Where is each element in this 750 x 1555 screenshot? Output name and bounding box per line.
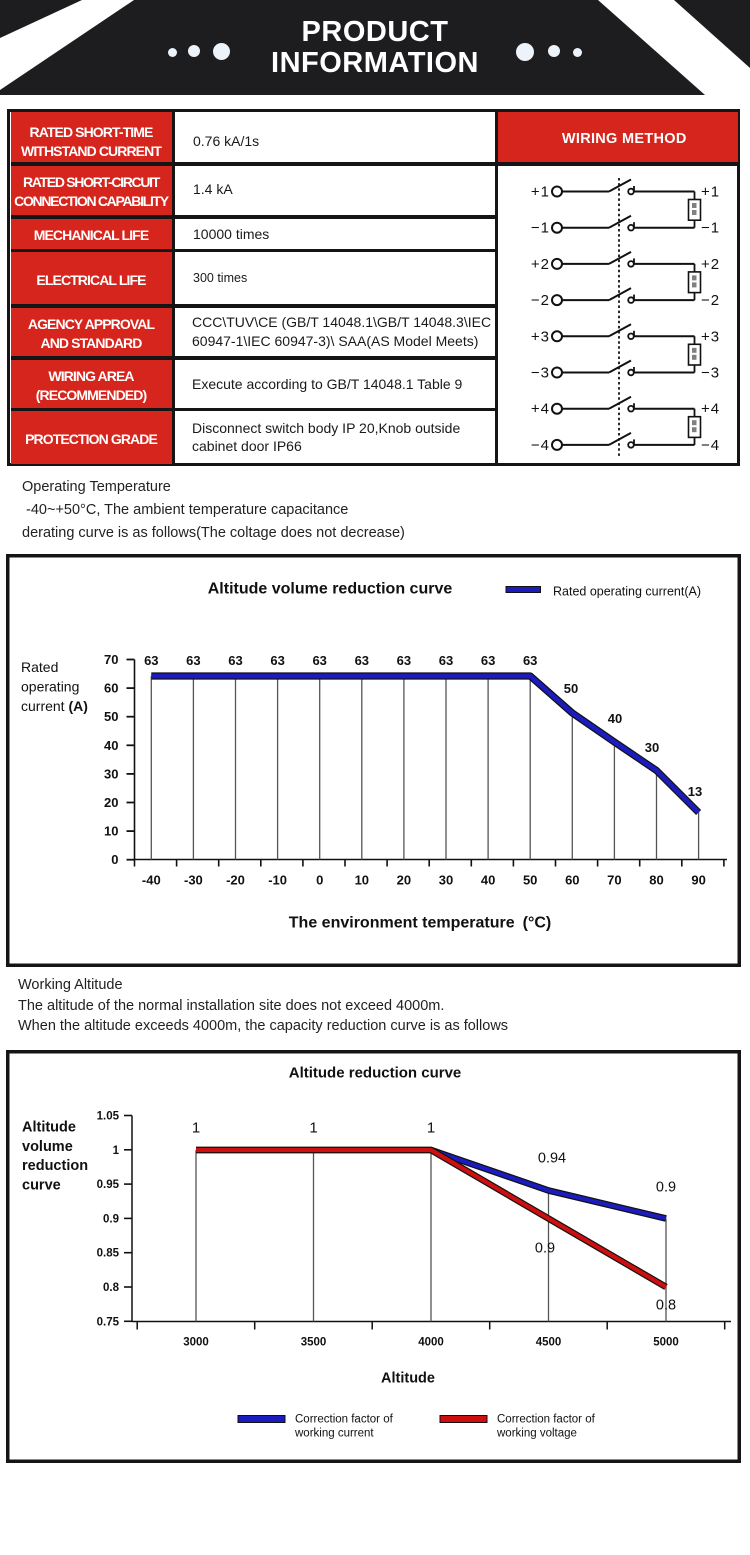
svg-text:−2: −2 [701, 292, 720, 309]
svg-text:The environment temperature (°: The environment temperature (°C) [289, 914, 551, 931]
svg-text:−4: −4 [701, 436, 720, 453]
svg-text:20: 20 [397, 872, 411, 887]
svg-text:50: 50 [523, 872, 537, 887]
svg-text:working voltage: working voltage [496, 1427, 577, 1439]
svg-text:−3: −3 [531, 364, 550, 381]
svg-text:90: 90 [691, 872, 705, 887]
svg-text:63: 63 [228, 653, 242, 668]
svg-text:volume: volume [22, 1138, 73, 1154]
svg-text:Altitude: Altitude [22, 1119, 76, 1135]
svg-text:−2: −2 [531, 292, 550, 309]
svg-text:10: 10 [104, 823, 118, 838]
svg-text:curve: curve [22, 1177, 61, 1193]
svg-text:reduction: reduction [22, 1158, 88, 1174]
svg-text:-10: -10 [268, 872, 287, 887]
svg-text:63: 63 [439, 653, 453, 668]
svg-text:+2: +2 [531, 255, 550, 272]
svg-text:Rated operating current(A): Rated operating current(A) [553, 584, 701, 598]
svg-text:40: 40 [481, 872, 495, 887]
svg-text:50: 50 [564, 681, 578, 696]
svg-text:0: 0 [316, 872, 323, 887]
svg-text:-20: -20 [226, 872, 245, 887]
svg-text:0.85: 0.85 [97, 1247, 120, 1259]
svg-text:Altitude reduction curve: Altitude reduction curve [289, 1064, 462, 1081]
svg-text:40: 40 [608, 711, 622, 726]
svg-text:60: 60 [104, 680, 118, 695]
svg-text:1: 1 [309, 1119, 317, 1136]
svg-text:63: 63 [355, 653, 369, 668]
svg-text:−3: −3 [701, 364, 720, 381]
svg-text:5000: 5000 [653, 1336, 679, 1348]
svg-text:4000: 4000 [418, 1336, 444, 1348]
svg-text:4500: 4500 [536, 1336, 562, 1348]
svg-text:+3: +3 [701, 328, 720, 345]
svg-text:1.05: 1.05 [97, 1110, 120, 1122]
svg-text:70: 70 [104, 652, 118, 667]
svg-text:63: 63 [270, 653, 284, 668]
svg-text:0.8: 0.8 [103, 1282, 120, 1294]
svg-text:working current: working current [294, 1427, 374, 1439]
svg-text:10: 10 [355, 872, 369, 887]
svg-text:80: 80 [649, 872, 663, 887]
svg-text:3500: 3500 [301, 1336, 327, 1348]
svg-text:Altitude volume reduction curv: Altitude volume reduction curve [208, 580, 453, 597]
svg-text:13: 13 [688, 784, 702, 799]
svg-text:63: 63 [397, 653, 411, 668]
svg-text:63: 63 [481, 653, 495, 668]
svg-text:operating: operating [21, 678, 79, 694]
svg-text:60: 60 [565, 872, 579, 887]
svg-text:1: 1 [192, 1119, 200, 1136]
svg-text:current (A): current (A) [21, 698, 88, 714]
svg-text:30: 30 [645, 740, 659, 755]
svg-text:Correction factor of: Correction factor of [497, 1413, 596, 1425]
svg-text:63: 63 [523, 653, 537, 668]
svg-text:+4: +4 [531, 400, 550, 417]
svg-text:30: 30 [104, 766, 118, 781]
svg-text:3000: 3000 [183, 1336, 209, 1348]
svg-text:+4: +4 [701, 400, 720, 417]
svg-text:−4: −4 [531, 436, 550, 453]
svg-text:0.94: 0.94 [538, 1150, 566, 1166]
svg-text:-40: -40 [142, 872, 161, 887]
svg-text:1: 1 [113, 1144, 120, 1156]
svg-text:-30: -30 [184, 872, 203, 887]
svg-text:70: 70 [607, 872, 621, 887]
svg-text:30: 30 [439, 872, 453, 887]
svg-text:40: 40 [104, 737, 118, 752]
svg-text:0: 0 [111, 852, 118, 867]
svg-text:+1: +1 [701, 183, 720, 200]
svg-text:0.9: 0.9 [656, 1179, 676, 1195]
svg-text:50: 50 [104, 709, 118, 724]
svg-text:+3: +3 [531, 328, 550, 345]
svg-text:1: 1 [427, 1119, 435, 1136]
svg-text:0.95: 0.95 [97, 1179, 120, 1191]
svg-text:Altitude: Altitude [381, 1370, 435, 1386]
svg-text:0.9: 0.9 [535, 1240, 555, 1256]
svg-text:+1: +1 [531, 183, 550, 200]
svg-text:63: 63 [312, 653, 326, 668]
svg-text:−1: −1 [701, 219, 720, 236]
svg-text:0.75: 0.75 [97, 1316, 120, 1328]
svg-text:63: 63 [186, 653, 200, 668]
svg-text:0.8: 0.8 [656, 1297, 676, 1313]
svg-text:Correction factor of: Correction factor of [295, 1413, 394, 1425]
svg-text:63: 63 [144, 653, 158, 668]
svg-text:20: 20 [104, 795, 118, 810]
svg-text:Rated: Rated [21, 659, 58, 675]
svg-text:+2: +2 [701, 255, 720, 272]
svg-text:−1: −1 [531, 219, 550, 236]
svg-text:0.9: 0.9 [103, 1213, 119, 1225]
